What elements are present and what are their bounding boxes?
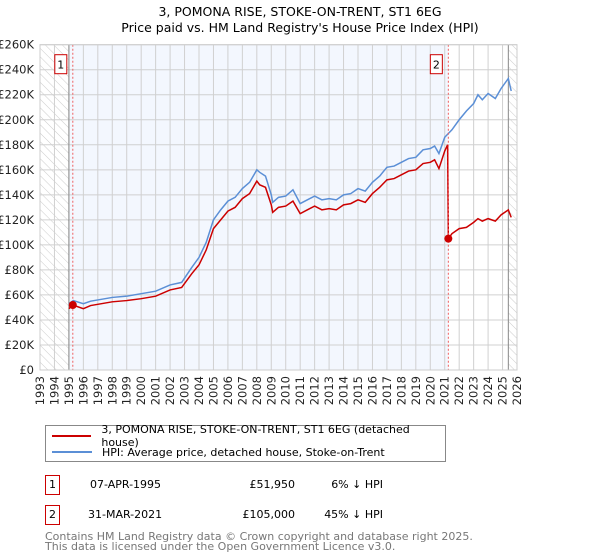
legend: 3, POMONA RISE, STOKE-ON-TRENT, ST1 6EG … — [45, 423, 446, 462]
transaction-badge: 2 — [45, 505, 60, 525]
y-tick-label: £220K — [0, 88, 34, 102]
x-tick-label: 2026 — [510, 376, 524, 405]
legend-item-property: 3, POMONA RISE, STOKE-ON-TRENT, ST1 6EG … — [46, 423, 445, 449]
x-tick-label: 2014 — [337, 376, 351, 405]
series-line — [68, 144, 512, 310]
x-tick-label: 2004 — [192, 376, 206, 405]
x-tick-label: 2013 — [322, 376, 336, 405]
x-tick-label: 1997 — [91, 376, 105, 405]
y-tick-label: £120K — [0, 213, 34, 227]
transaction-price: £105,000 — [242, 508, 296, 521]
legend-swatch-blue — [52, 451, 92, 453]
plot-border — [39, 44, 518, 371]
x-tick-label: 2007 — [235, 376, 249, 405]
x-tick-label: 2006 — [221, 376, 235, 405]
y-tick-label: £100K — [0, 238, 34, 252]
ownership-shading — [68, 44, 449, 370]
y-tick-label: £80K — [5, 263, 35, 277]
x-tick-label: 2018 — [394, 376, 408, 405]
x-tick-label: 2021 — [438, 376, 452, 405]
y-tick-label: £20K — [5, 338, 35, 352]
legend-label: 3, POMONA RISE, STOKE-ON-TRENT, ST1 6EG … — [101, 423, 410, 449]
x-tick-label: 2023 — [467, 376, 481, 405]
legend-item-hpi: HPI: Average price, detached house, Stok… — [46, 444, 385, 460]
transaction-date: 07-APR-1995 — [90, 478, 162, 491]
x-tick-label: 1995 — [62, 376, 76, 405]
legend-label: HPI: Average price, detached house, Stok… — [102, 445, 385, 459]
series-line — [68, 76, 512, 305]
transaction-date: 31-MAR-2021 — [88, 508, 163, 521]
hatched-region-after — [508, 44, 517, 370]
x-tick-label: 2002 — [163, 376, 177, 405]
x-tick-label: 2010 — [279, 376, 293, 405]
x-tick-label: 2008 — [250, 376, 264, 405]
transaction-row: 2 31-MAR-2021 £105,000 45% ↓ HPI — [45, 505, 445, 525]
sale-label-box — [429, 54, 443, 75]
x-tick-label: 1994 — [47, 376, 61, 405]
footer-copyright: Contains HM Land Registry data © Crown c… — [45, 530, 473, 543]
y-tick-label: £260K — [0, 38, 34, 52]
sale-label: 2 — [433, 59, 440, 72]
y-tick-label: £0 — [19, 363, 34, 377]
chart-title: 3, POMONA RISE, STOKE-ON-TRENT, ST1 6EG — [158, 4, 442, 19]
y-tick-label: £40K — [5, 313, 35, 327]
transaction-hpi: 6% ↓ HPI — [331, 478, 383, 491]
chart-subtitle: Price paid vs. HM Land Registry's House … — [121, 20, 479, 35]
x-tick-label: 1996 — [76, 376, 90, 405]
transaction-hpi: 45% ↓ HPI — [324, 508, 383, 521]
x-tick-label: 2020 — [423, 376, 437, 405]
sale-point — [444, 234, 453, 243]
x-tick-label: 2019 — [409, 376, 423, 405]
y-tick-label: £200K — [0, 113, 34, 127]
x-tick-label: 2022 — [452, 376, 466, 405]
x-tick-label: 2024 — [481, 376, 495, 405]
y-tick-label: £180K — [0, 138, 34, 152]
sale-point — [68, 301, 77, 310]
x-tick-label: 2011 — [293, 376, 307, 405]
x-tick-label: 1999 — [120, 376, 134, 405]
sale-label: 1 — [57, 59, 64, 72]
x-tick-label: 2012 — [308, 376, 322, 405]
x-tick-label: 2001 — [149, 376, 163, 405]
y-tick-label: £160K — [0, 163, 34, 177]
y-tick-label: £240K — [0, 63, 34, 77]
legend-swatch-red — [52, 435, 92, 437]
x-tick-label: 2015 — [351, 376, 365, 405]
x-tick-label: 2009 — [264, 376, 278, 405]
transaction-row: 1 07-APR-1995 £51,950 6% ↓ HPI — [45, 475, 445, 495]
y-tick-label: £140K — [0, 188, 34, 202]
x-tick-label: 2025 — [496, 376, 510, 405]
x-tick-label: 1993 — [33, 376, 47, 405]
x-tick-label: 2000 — [134, 376, 148, 405]
x-tick-label: 2017 — [380, 376, 394, 405]
transaction-badge: 1 — [45, 475, 60, 495]
x-tick-label: 1998 — [105, 376, 119, 405]
footer-licence: This data is licensed under the Open Gov… — [45, 540, 396, 553]
x-tick-label: 2005 — [206, 376, 220, 405]
x-tick-label: 2003 — [178, 376, 192, 405]
sale-label-box — [54, 54, 68, 75]
y-tick-label: £60K — [5, 288, 35, 302]
transaction-price: £51,950 — [249, 478, 296, 491]
x-tick-label: 2016 — [365, 376, 379, 405]
